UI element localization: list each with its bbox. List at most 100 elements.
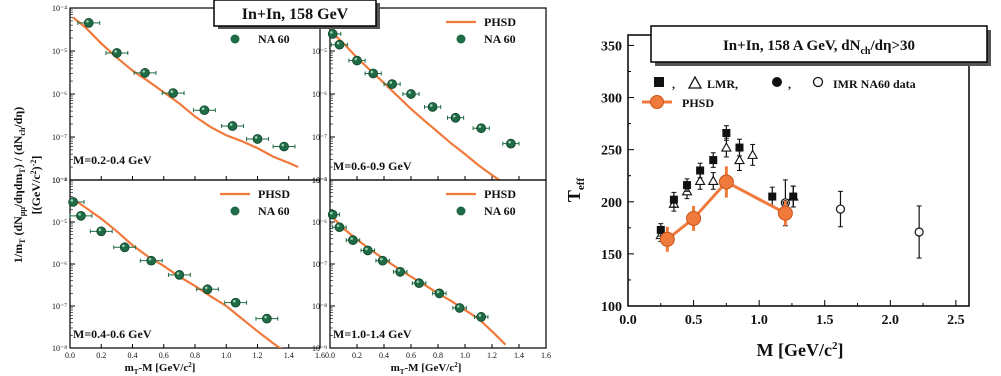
na60-point-highlight [390, 81, 393, 84]
y-tick-label: 10⁻⁴ [52, 176, 67, 185]
x-tick-label: 1.4 [284, 351, 294, 360]
na60-point-highlight [437, 291, 440, 294]
na60-point [120, 243, 129, 252]
panel-m-0.2-0.4: 10⁻⁸10⁻⁷10⁻⁶10⁻⁵10⁻⁴PHSDNA 60M=0.2-0.4 G… [52, 4, 320, 185]
na60-point-highlight [78, 213, 81, 216]
right-plot-frame [628, 35, 969, 306]
na60-point [84, 18, 93, 27]
y-tick-label: 10⁻⁸ [312, 302, 327, 311]
x-tick-label: 0.6 [406, 351, 416, 360]
na60-point [477, 312, 486, 321]
na60-point-highlight [457, 305, 460, 308]
lmr-open-point [748, 150, 757, 158]
y-tick-label: 10⁻⁷ [312, 260, 327, 269]
na60-point-highlight [71, 199, 74, 202]
na60-point-highlight [171, 90, 174, 93]
y-tick-label: 10⁻⁴ [52, 4, 67, 13]
na60-point-highlight [330, 31, 333, 34]
left-y-axis-label: 1/mT (dNμμ/dηdmT) / (dNch/dη) [11, 107, 27, 263]
legend-sep-2: , [788, 77, 791, 91]
y-tick-label: 10⁻⁶ [52, 260, 67, 269]
legend-na60-label: NA 60 [484, 204, 516, 218]
lmr-filled-point [709, 156, 717, 164]
na60-point [147, 256, 156, 265]
y-tick-label: 350 [601, 39, 622, 54]
na60-point-highlight [408, 91, 411, 94]
phsd-point [687, 211, 701, 225]
legend-lmr-filled-marker [654, 77, 664, 87]
lmr-open-point [709, 176, 718, 184]
na60-point-highlight [264, 316, 267, 319]
na60-point-highlight [417, 280, 420, 283]
na60-point-highlight [479, 314, 482, 317]
y-tick-label: 10⁻⁷ [52, 302, 67, 311]
x-tick-label: 0.4 [128, 351, 138, 360]
na60-point-highlight [337, 42, 340, 45]
na60-point-highlight [350, 237, 353, 240]
na60-point-highlight [508, 141, 511, 144]
x-tick-label: 0.8 [433, 351, 443, 360]
lmr-open-point [735, 156, 744, 164]
panel-m-0.6-0.9: 10⁻⁸10⁻⁷10⁻⁶10⁻⁵10⁻⁴PHSDNA 60M=0.6-0.9 G… [312, 4, 546, 190]
y-tick-label: 10⁻⁶ [312, 218, 327, 227]
legend-phsd: PHSD [682, 96, 714, 110]
na60-point [477, 124, 486, 133]
right-data-layer [656, 126, 923, 258]
na60-point [353, 56, 362, 65]
na60-point-highlight [371, 71, 374, 74]
y-tick-label: 10⁻⁵ [312, 47, 327, 56]
na60-point-highlight [337, 224, 340, 227]
x-tick-label: 0.0 [65, 351, 75, 360]
legend-imr-open-marker [814, 78, 823, 87]
na60-point [388, 80, 397, 89]
na60-point [169, 89, 178, 98]
legend-na60-marker [457, 207, 466, 216]
na60-point-highlight [99, 229, 102, 232]
na60-point-highlight [330, 212, 333, 215]
legend-sep-1: , [672, 77, 675, 91]
lmr-filled-point [722, 129, 730, 137]
y-tick-label: 250 [601, 144, 622, 159]
na60-point [76, 211, 85, 220]
na60-point [455, 303, 464, 312]
na60-point-highlight [149, 258, 152, 261]
left-title: In+In, 158 GeV [242, 6, 349, 23]
legend-phsd-label: PHSD [258, 187, 290, 201]
na60-point [280, 142, 289, 151]
y-tick-label: 10⁻⁶ [52, 90, 67, 99]
na60-point-highlight [122, 244, 125, 247]
x-tick-label: 2.0 [882, 313, 900, 328]
legend-phsd-marker [651, 96, 664, 109]
left-y-axis-units: [(GeV/c2)-2] [29, 156, 43, 215]
legend-imr-filled-marker [772, 77, 782, 87]
na60-point [328, 210, 337, 219]
right-x-axis-label: M [GeV/c2] [757, 340, 844, 360]
legend-na60-marker [457, 35, 466, 44]
panel-mass-label: M=0.2-0.4 GeV [73, 153, 152, 167]
left-x-axis-label-1: mT-M [GeV/c2] [125, 361, 196, 376]
na60-point-highlight [479, 125, 482, 128]
panel-mass-label: M=1.0-1.4 GeV [333, 327, 412, 341]
na60-point [363, 246, 372, 255]
na60-point [203, 285, 212, 294]
phsd-point [719, 175, 733, 189]
y-tick-label: 10⁻⁷ [312, 133, 327, 142]
legend-na60-label: NA 60 [258, 32, 290, 46]
lmr-filled-point [696, 167, 704, 175]
na60-point [396, 267, 405, 276]
panel-mass-label: M=0.6-0.9 GeV [333, 159, 412, 173]
na60-point-highlight [230, 123, 233, 126]
na60-point [378, 256, 387, 265]
na60-point [69, 197, 78, 206]
imr-open-point [836, 205, 844, 213]
y-tick-label: 300 [601, 92, 622, 107]
na60-point-highlight [114, 50, 117, 53]
na60-point-highlight [430, 104, 433, 107]
legend-imr: IMR NA60 data [833, 77, 916, 91]
na60-point-highlight [205, 286, 208, 289]
na60-point-highlight [177, 272, 180, 275]
left-figure: 1/mT (dNμμ/dηdmT) / (dNch/dη) [(GeV/c2)-… [11, 0, 551, 376]
na60-point-highlight [255, 136, 258, 139]
panel-m-0.4-0.6: 10⁻⁸ 10⁻⁷ 10⁻⁶ 10⁻⁵ 10⁻⁴ 0.0 0.2 0.4 0.6 0.8 1.0 1.… [52, 176, 325, 360]
